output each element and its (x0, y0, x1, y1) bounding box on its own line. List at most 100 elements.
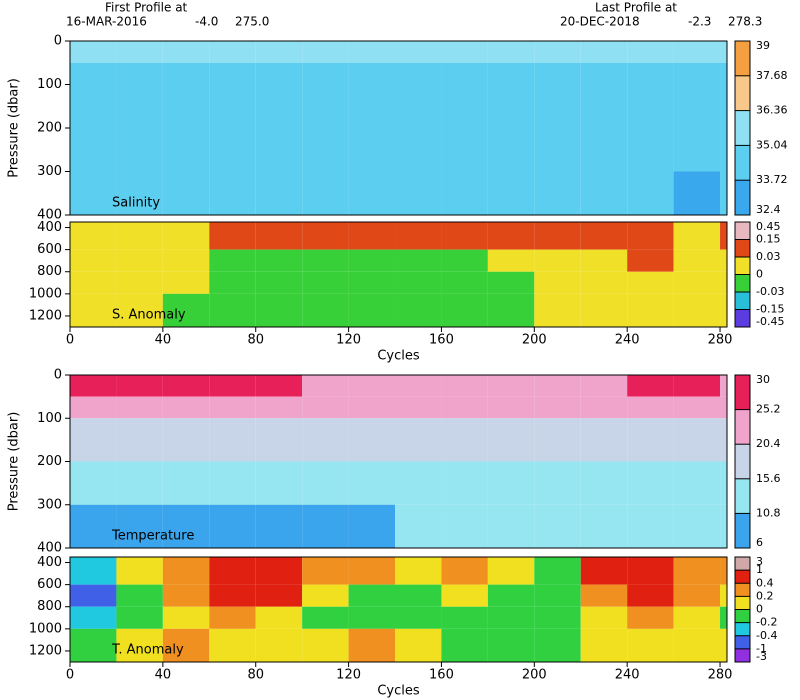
cell (302, 222, 349, 250)
colorbar-band (735, 557, 750, 571)
y-tick-label: 300 (37, 497, 62, 512)
colorbar-label: -0.45 (756, 315, 784, 328)
cell (348, 461, 396, 505)
cell (534, 171, 581, 215)
cell (627, 606, 674, 629)
cell (348, 584, 396, 607)
colorbar-label: 30 (756, 373, 770, 386)
colorbar-band (735, 583, 750, 597)
cell (209, 62, 256, 85)
cell (302, 504, 349, 548)
cell (487, 396, 535, 419)
colorbar-band (735, 513, 750, 548)
cell (720, 504, 727, 548)
cell (720, 128, 727, 172)
cell (209, 418, 256, 462)
cell (162, 418, 210, 462)
cell (255, 504, 303, 548)
cell (162, 249, 210, 272)
cell (534, 584, 581, 607)
cell (70, 628, 117, 662)
cell (70, 62, 117, 85)
cell (441, 584, 488, 607)
x-tick-label: 0 (66, 333, 74, 348)
cell (116, 606, 163, 629)
cell (720, 461, 727, 505)
colorbar-label: 33.72 (756, 173, 788, 186)
cell (441, 84, 488, 128)
cell (348, 84, 396, 128)
y-tick-label: 1000 (29, 621, 62, 636)
colorbar-band (735, 274, 750, 292)
cell (255, 293, 303, 327)
colorbar-band (735, 375, 750, 410)
cell (70, 396, 117, 419)
cell (116, 375, 163, 397)
cell (209, 271, 256, 294)
cell (580, 41, 628, 63)
cell (209, 504, 256, 548)
cell (395, 62, 442, 85)
cell (627, 293, 674, 327)
y-tick-label: 1000 (29, 286, 62, 301)
cell (162, 461, 210, 505)
x-tick-label: 240 (615, 333, 640, 348)
cell (302, 171, 349, 215)
last-label: Last Profile at (595, 1, 677, 15)
colorbar-band (735, 75, 750, 111)
x-tick-label: 200 (522, 333, 547, 348)
cell (209, 249, 256, 272)
panel-label: T. Anomaly (111, 643, 184, 658)
cell (441, 504, 488, 548)
colorbar-label: -0.15 (756, 303, 784, 316)
y-tick-label: 300 (37, 164, 62, 179)
cell (627, 504, 674, 548)
cell (348, 171, 396, 215)
cell (116, 504, 163, 548)
colorbar-band (735, 292, 750, 310)
cell (116, 222, 163, 250)
cell (395, 628, 442, 662)
cell (302, 461, 349, 505)
cell (627, 171, 674, 215)
cell (534, 418, 581, 462)
cell (673, 606, 721, 629)
plot-frame (69, 556, 728, 663)
colorbar-label: -0.2 (756, 616, 777, 629)
cell (580, 62, 628, 85)
cell (673, 628, 721, 662)
cell (70, 222, 117, 250)
cell (162, 128, 210, 172)
cell (673, 171, 721, 215)
cell (534, 557, 581, 585)
last-lon: 278.3 (728, 15, 762, 29)
cell (395, 418, 442, 462)
cell (534, 222, 581, 250)
cell (534, 271, 581, 294)
y-tick-label: 400 (37, 208, 62, 223)
cell (255, 606, 303, 629)
colorbar-band (735, 309, 750, 327)
y-tick-label: 600 (37, 242, 62, 257)
cell (70, 249, 117, 272)
cell (673, 41, 721, 63)
cell (116, 461, 163, 505)
cell (395, 504, 442, 548)
cell (116, 41, 163, 63)
cell (487, 84, 535, 128)
cell (116, 84, 163, 128)
cell (302, 84, 349, 128)
cell (580, 418, 628, 462)
cell (70, 271, 117, 294)
x-tick-label: 120 (336, 333, 361, 348)
cell (395, 396, 442, 419)
cell (627, 628, 674, 662)
cell (70, 504, 117, 548)
cell (534, 628, 581, 662)
cell (720, 396, 727, 419)
cell (534, 249, 581, 272)
cell (116, 249, 163, 272)
cell (116, 293, 163, 327)
cell (255, 557, 303, 585)
y-tick-label: 200 (37, 121, 62, 136)
